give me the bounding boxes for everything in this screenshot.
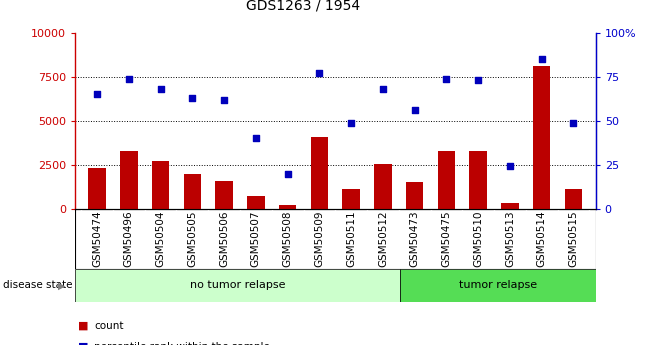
Bar bbox=[406, 182, 423, 209]
Point bbox=[156, 86, 166, 92]
Point bbox=[124, 76, 134, 81]
Text: no tumor relapse: no tumor relapse bbox=[190, 280, 285, 290]
Bar bbox=[501, 204, 519, 209]
Text: GDS1263 / 1954: GDS1263 / 1954 bbox=[245, 0, 360, 12]
Bar bbox=[469, 151, 487, 209]
Text: GSM50474: GSM50474 bbox=[92, 210, 102, 267]
Text: GSM50508: GSM50508 bbox=[283, 210, 293, 267]
Bar bbox=[533, 66, 550, 209]
Point bbox=[283, 171, 293, 176]
Point bbox=[187, 95, 197, 101]
Text: ■: ■ bbox=[78, 321, 89, 331]
Text: GSM50514: GSM50514 bbox=[536, 210, 547, 267]
Point bbox=[473, 78, 484, 83]
Point bbox=[251, 136, 261, 141]
Text: GSM50511: GSM50511 bbox=[346, 210, 356, 267]
Point bbox=[505, 164, 515, 169]
Point bbox=[536, 56, 547, 62]
Point bbox=[92, 91, 102, 97]
Text: GSM50506: GSM50506 bbox=[219, 210, 229, 267]
Bar bbox=[342, 189, 360, 209]
Text: ■: ■ bbox=[78, 342, 89, 345]
Text: GSM50515: GSM50515 bbox=[568, 210, 579, 267]
Text: GSM50510: GSM50510 bbox=[473, 210, 483, 267]
Bar bbox=[184, 174, 201, 209]
Text: GSM50496: GSM50496 bbox=[124, 210, 134, 267]
Point bbox=[441, 76, 452, 81]
Text: GSM50505: GSM50505 bbox=[187, 210, 197, 267]
Text: percentile rank within the sample: percentile rank within the sample bbox=[94, 342, 270, 345]
Point bbox=[568, 120, 579, 125]
Bar bbox=[400, 269, 596, 302]
Bar bbox=[120, 151, 137, 209]
Text: count: count bbox=[94, 321, 124, 331]
Text: GSM50512: GSM50512 bbox=[378, 210, 388, 267]
Bar bbox=[215, 180, 233, 209]
Bar bbox=[564, 189, 582, 209]
Point bbox=[314, 70, 325, 76]
Text: tumor relapse: tumor relapse bbox=[459, 280, 537, 290]
Text: GSM50513: GSM50513 bbox=[505, 210, 515, 267]
Bar bbox=[89, 168, 106, 209]
Text: GSM50473: GSM50473 bbox=[409, 210, 420, 267]
Bar bbox=[374, 164, 392, 209]
Text: GSM50507: GSM50507 bbox=[251, 210, 261, 267]
Text: GSM50475: GSM50475 bbox=[441, 210, 451, 267]
Point bbox=[219, 97, 229, 102]
Point bbox=[409, 107, 420, 113]
Point bbox=[346, 120, 356, 125]
Point bbox=[378, 86, 388, 92]
Bar bbox=[247, 196, 264, 209]
Bar bbox=[152, 161, 169, 209]
Bar bbox=[279, 205, 296, 209]
Text: GSM50509: GSM50509 bbox=[314, 210, 324, 267]
Text: GSM50504: GSM50504 bbox=[156, 210, 165, 267]
Bar bbox=[437, 151, 455, 209]
Bar bbox=[311, 137, 328, 209]
Bar bbox=[75, 269, 400, 302]
Text: disease state: disease state bbox=[3, 280, 73, 290]
Text: ▶: ▶ bbox=[57, 280, 65, 290]
